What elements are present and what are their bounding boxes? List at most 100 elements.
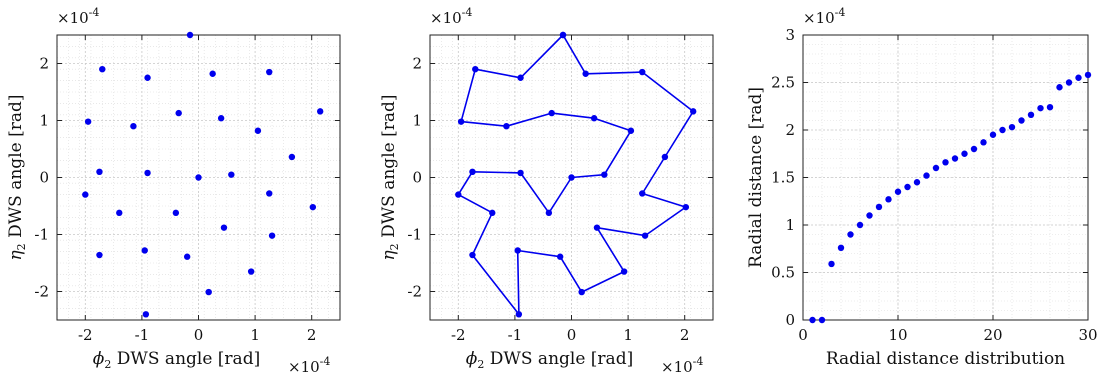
data-point xyxy=(218,115,224,121)
data-point xyxy=(1085,72,1091,78)
x-tick-label: 1 xyxy=(250,326,260,344)
y-axis-label: η2 DWS angle [rad] xyxy=(379,94,401,260)
data-point xyxy=(458,118,464,124)
y-axis-label: η2 DWS angle [rad] xyxy=(6,94,28,260)
data-point xyxy=(187,32,193,38)
y-exponent-label: ×10-4 xyxy=(803,6,845,27)
data-point xyxy=(582,71,588,77)
data-point xyxy=(515,247,521,253)
data-point xyxy=(639,190,645,196)
data-point xyxy=(690,108,696,114)
x-tick-label: -2 xyxy=(78,326,93,344)
data-point xyxy=(971,146,977,152)
data-point xyxy=(96,169,102,175)
y-tick-label: 0 xyxy=(412,169,422,187)
data-point xyxy=(999,127,1005,133)
data-point xyxy=(594,224,600,230)
data-point xyxy=(662,154,668,160)
data-point xyxy=(489,210,495,216)
data-point xyxy=(895,189,901,195)
data-point xyxy=(266,69,272,75)
data-point xyxy=(248,268,254,274)
data-point xyxy=(209,71,215,77)
data-point xyxy=(469,169,475,175)
y-tick-label: 1 xyxy=(412,112,422,130)
x-tick-label: 0 xyxy=(567,326,577,344)
y-tick-label: 1.5 xyxy=(771,169,795,187)
data-point xyxy=(1056,84,1062,90)
data-point xyxy=(546,210,552,216)
data-point xyxy=(866,212,872,218)
y-tick-label: 3 xyxy=(785,26,795,44)
x-tick-label: 2 xyxy=(307,326,317,344)
x-tick-label: -2 xyxy=(451,326,466,344)
x-tick-label: 20 xyxy=(983,326,1002,344)
data-point xyxy=(904,184,910,190)
data-point xyxy=(557,254,563,260)
data-point xyxy=(885,196,891,202)
x-tick-label: -1 xyxy=(135,326,150,344)
data-point xyxy=(175,110,181,116)
data-point xyxy=(942,159,948,165)
series-line xyxy=(458,35,693,314)
data-point xyxy=(205,289,211,295)
data-point xyxy=(683,204,689,210)
y-tick-label: 2 xyxy=(39,55,49,73)
data-point xyxy=(455,191,461,197)
data-point xyxy=(914,179,920,185)
y-axis-label: Radial distance [rad] xyxy=(746,87,766,268)
data-point xyxy=(317,108,323,114)
x-tick-label: 2 xyxy=(680,326,690,344)
data-point xyxy=(1028,112,1034,118)
data-point xyxy=(1066,79,1072,85)
data-point xyxy=(838,245,844,251)
data-point xyxy=(548,110,554,116)
data-point xyxy=(195,174,201,180)
data-point xyxy=(601,171,607,177)
y-exponent-label: ×10-4 xyxy=(430,6,472,27)
data-point xyxy=(517,170,523,176)
data-point xyxy=(990,132,996,138)
data-point xyxy=(184,254,190,260)
data-point xyxy=(517,75,523,81)
x-axis-label: ϕ2 DWS angle [rad] xyxy=(93,349,260,371)
data-point xyxy=(228,171,234,177)
data-point xyxy=(568,174,574,180)
x-axis-label: ϕ2 DWS angle [rad] xyxy=(466,349,633,371)
data-point xyxy=(828,261,834,267)
y-tick-label: -2 xyxy=(407,283,422,301)
data-point xyxy=(144,75,150,81)
data-point xyxy=(289,154,295,160)
data-point xyxy=(1075,75,1081,81)
y-exponent-label: ×10-4 xyxy=(57,6,99,27)
y-tick-label: 2 xyxy=(785,121,795,139)
data-point xyxy=(560,32,566,38)
data-point xyxy=(961,151,967,157)
data-point xyxy=(269,232,275,238)
data-point xyxy=(1009,124,1015,130)
x-tick-label: 0 xyxy=(798,326,808,344)
y-tick-label: 0 xyxy=(785,311,795,329)
data-point xyxy=(143,311,149,317)
data-point xyxy=(266,190,272,196)
y-tick-label: 0.5 xyxy=(771,264,795,282)
y-tick-label: -1 xyxy=(407,226,422,244)
data-point xyxy=(591,115,597,121)
data-point xyxy=(952,155,958,161)
chart-panel-3: 0 10 20 30 0 0.5 1 1.5 2 2.5 3 ×10-4 Radial distance… xyxy=(746,6,1098,369)
data-point xyxy=(933,165,939,171)
data-point xyxy=(809,317,815,323)
data-point xyxy=(85,118,91,124)
y-tick-label: 1 xyxy=(785,216,795,234)
data-point xyxy=(310,204,316,210)
x-exponent-label: ×10-4 xyxy=(661,355,703,374)
y-tick-label: 2.5 xyxy=(771,74,795,92)
data-point xyxy=(503,123,509,129)
data-point xyxy=(469,252,475,258)
data-point xyxy=(82,191,88,197)
data-point xyxy=(221,224,227,230)
data-point xyxy=(923,172,929,178)
x-tick-label: 30 xyxy=(1078,326,1097,344)
data-point xyxy=(142,247,148,253)
